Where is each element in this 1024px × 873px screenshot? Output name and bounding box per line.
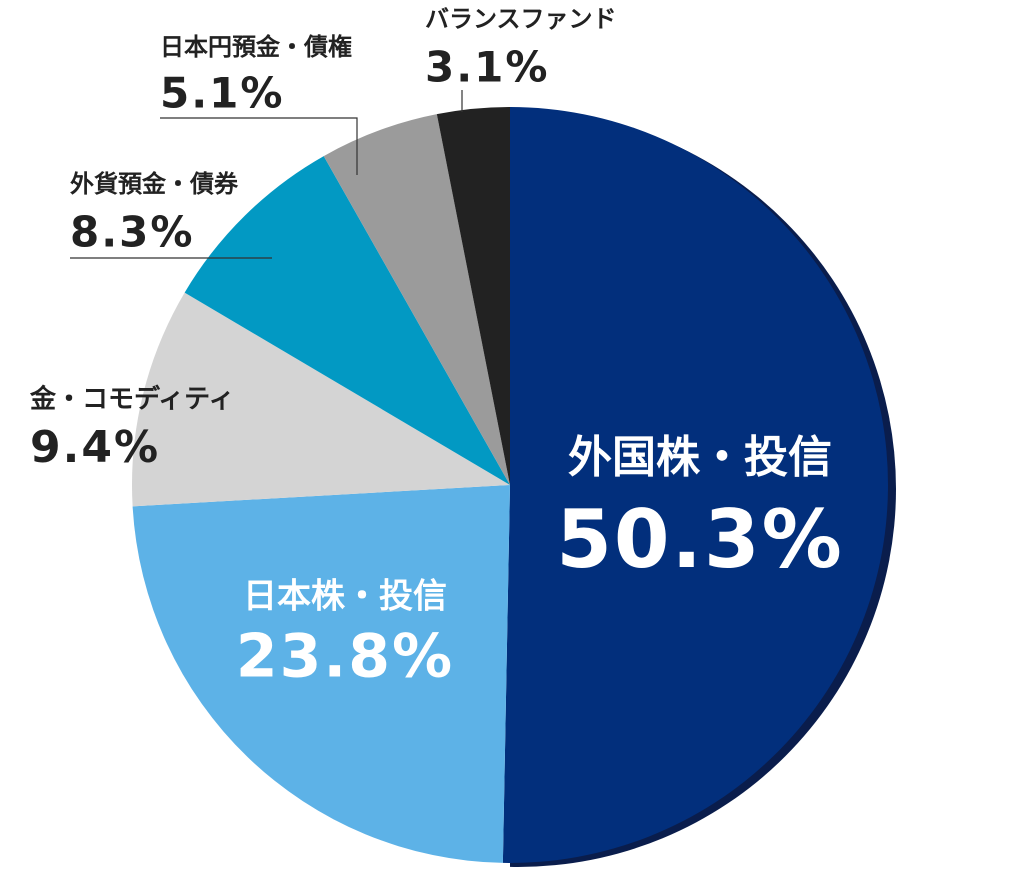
pie-slice	[502, 107, 889, 864]
category-label: 外貨預金・債券	[70, 170, 239, 198]
value-label: 9.4%	[30, 422, 160, 473]
category-label: 日本株・投信	[243, 577, 447, 617]
value-label: 5.1%	[160, 69, 284, 118]
category-label: バランスファンド	[425, 5, 617, 33]
category-label: 外国株・投信	[568, 432, 832, 483]
value-label: 23.8%	[236, 622, 454, 692]
value-label: 50.3%	[556, 493, 844, 586]
pie-slice	[323, 114, 510, 486]
leader-line	[160, 117, 358, 175]
category-label: 日本円預金・債権	[160, 33, 352, 61]
pie-slice	[132, 292, 510, 507]
slices	[132, 107, 889, 864]
category-label: 金・コモディティ	[29, 384, 235, 415]
pie-slice	[132, 485, 510, 863]
labels: 外国株・投信 50.3% 日本株・投信 23.8% 金・コモディティ 9.4% 外貨預金・債…	[29, 5, 844, 692]
value-label: 8.3%	[70, 208, 194, 257]
value-label: 3.1%	[425, 43, 549, 92]
pie-slice	[184, 156, 510, 485]
pie-slice	[436, 107, 510, 485]
